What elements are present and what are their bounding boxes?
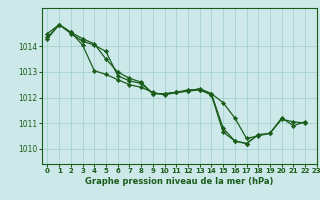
X-axis label: Graphe pression niveau de la mer (hPa): Graphe pression niveau de la mer (hPa): [85, 177, 273, 186]
